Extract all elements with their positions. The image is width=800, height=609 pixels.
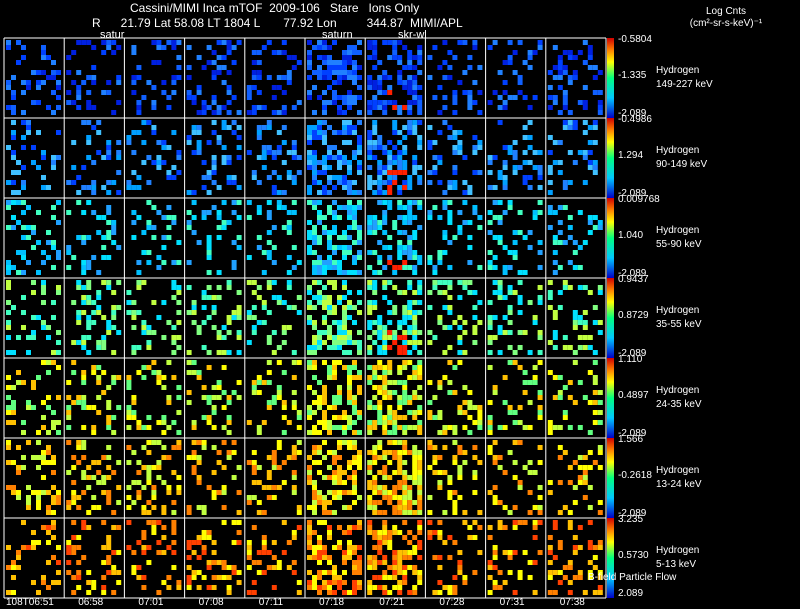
colorbar — [607, 358, 614, 438]
colorbar-max-label: 1.110 — [618, 354, 643, 365]
species-label: Hydrogen — [656, 465, 700, 476]
colorbar-max-label: 0.009768 — [618, 194, 660, 205]
colorbar-max-label: 3.235 — [618, 514, 644, 525]
colorbar-mid-label: 0.5730 — [618, 550, 649, 561]
time-label: 07:38 — [559, 597, 585, 608]
colorbar-max-label: 0.9437 — [618, 274, 649, 285]
colorbar-max-label: -0.5804 — [618, 34, 652, 45]
colorbar — [607, 278, 614, 358]
time-label: 07:08 — [198, 597, 224, 608]
species-label: Hydrogen — [656, 225, 700, 236]
colorbar-min-label: -2.089 — [618, 428, 647, 439]
time-label: 07:31 — [499, 597, 525, 608]
species-label: Hydrogen — [656, 385, 700, 396]
energy-label: 35-55 keV — [656, 319, 702, 330]
colorbar-max-label: -0.4986 — [618, 114, 652, 125]
colorbar-mid-label: -1.335 — [618, 70, 647, 81]
species-label: Hydrogen — [656, 65, 700, 76]
time-label: 07:01 — [138, 597, 164, 608]
colorbar-min-label: -2.089 — [618, 108, 647, 119]
colorbar-mid-label: 1.294 — [618, 150, 644, 161]
species-label: Hydrogen — [656, 145, 700, 156]
colorbar — [607, 38, 614, 118]
colorbar-min-label: -2.089 — [618, 508, 647, 519]
time-label: 07:18 — [319, 597, 345, 608]
colorbar-min-label: -2.089 — [618, 188, 647, 199]
colorbar — [607, 118, 614, 198]
legend-title-line2: (cm²-sr-s-keV)⁻¹ — [689, 18, 763, 29]
colorbar-min-label: -2.089 — [618, 348, 647, 359]
time-label: 07:28 — [439, 597, 465, 608]
time-label: 06:58 — [78, 597, 104, 608]
colorbar-min-label: 2.089 — [618, 588, 644, 599]
colorbar-mid-label: -0.2618 — [618, 470, 652, 481]
energy-label: 90-149 keV — [656, 159, 708, 170]
colorbar-mid-label: 0.4897 — [618, 390, 649, 401]
energy-label: 5-13 keV — [656, 559, 697, 570]
time-label: 07:21 — [379, 597, 405, 608]
colorbar-mid-label: 0.8729 — [618, 310, 649, 321]
energy-label: 24-35 keV — [656, 399, 702, 410]
legend-title-line1: Log Cnts — [705, 6, 747, 17]
plot-title: Cassini/MIMI Inca mTOF 2009-106 Stare Io… — [130, 1, 420, 15]
energy-label: 13-24 keV — [656, 479, 702, 490]
colorbar — [607, 518, 614, 598]
species-label: Hydrogen — [656, 545, 700, 556]
footer-label: B-field Particle Flow — [588, 572, 677, 583]
colorbar-max-label: 1.566 — [618, 434, 644, 445]
time-label: 07:11 — [258, 597, 284, 608]
time-label: 108T06:51 — [6, 597, 54, 608]
energy-label: 149-227 keV — [656, 79, 713, 90]
legend-title: Log Cnts (cm²-sr-s-keV)⁻¹ — [666, 6, 786, 30]
species-label: Hydrogen — [656, 305, 700, 316]
colorbar-mid-label: 1.040 — [618, 230, 644, 241]
energy-label: 55-90 keV — [656, 239, 702, 250]
orbit-info: R 21.79 Lat 58.08 LT 1804 L 77.92 Lon 34… — [92, 16, 463, 30]
colorbar — [607, 198, 614, 278]
colorbar — [607, 438, 614, 518]
colorbar-min-label: -2.089 — [618, 268, 647, 279]
